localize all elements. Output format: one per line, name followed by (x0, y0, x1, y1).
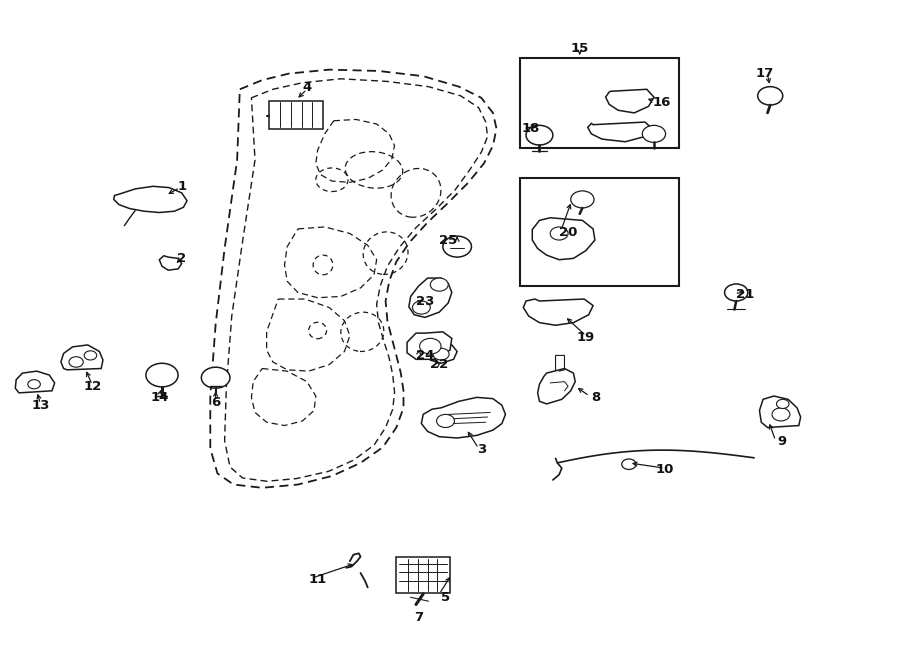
Text: 12: 12 (83, 379, 102, 393)
Text: 9: 9 (778, 436, 787, 448)
Circle shape (777, 399, 789, 408)
Circle shape (433, 348, 449, 360)
Text: 24: 24 (416, 349, 435, 362)
Circle shape (412, 301, 430, 314)
Text: 7: 7 (414, 611, 423, 624)
Circle shape (571, 191, 594, 208)
Text: 1: 1 (177, 180, 186, 193)
Circle shape (146, 364, 178, 387)
FancyBboxPatch shape (520, 178, 679, 286)
Polygon shape (159, 256, 182, 270)
Text: 21: 21 (736, 288, 754, 301)
Text: 18: 18 (522, 122, 540, 135)
Text: 10: 10 (655, 463, 674, 476)
Text: 8: 8 (591, 391, 600, 404)
Circle shape (69, 357, 84, 368)
Text: 4: 4 (302, 81, 311, 95)
Circle shape (550, 227, 568, 240)
Polygon shape (421, 397, 506, 438)
Circle shape (436, 414, 454, 428)
Text: 13: 13 (32, 399, 50, 412)
Text: 19: 19 (577, 330, 595, 344)
Circle shape (724, 284, 748, 301)
Circle shape (430, 278, 448, 292)
Polygon shape (588, 122, 652, 141)
Polygon shape (523, 299, 593, 325)
Text: 2: 2 (177, 252, 186, 265)
Text: 23: 23 (416, 295, 435, 307)
Text: 15: 15 (571, 42, 589, 55)
Polygon shape (61, 345, 103, 369)
Polygon shape (15, 371, 55, 393)
Text: 17: 17 (756, 67, 774, 80)
FancyBboxPatch shape (269, 101, 323, 129)
Text: 16: 16 (652, 96, 670, 109)
Text: 25: 25 (439, 233, 457, 247)
Circle shape (622, 459, 636, 469)
Text: 22: 22 (430, 358, 448, 371)
Polygon shape (606, 89, 654, 113)
Polygon shape (537, 369, 575, 404)
Polygon shape (425, 345, 457, 364)
FancyBboxPatch shape (396, 557, 450, 593)
Circle shape (28, 379, 40, 389)
Circle shape (643, 126, 666, 142)
Circle shape (202, 368, 230, 388)
Text: 14: 14 (150, 391, 168, 404)
Text: 11: 11 (309, 573, 327, 586)
Circle shape (85, 351, 96, 360)
Circle shape (443, 236, 472, 257)
Circle shape (419, 338, 441, 354)
Polygon shape (113, 186, 187, 213)
Text: 3: 3 (477, 444, 486, 456)
Text: 5: 5 (441, 592, 450, 604)
Circle shape (772, 408, 790, 421)
Polygon shape (532, 217, 595, 260)
Text: 20: 20 (559, 225, 578, 239)
Polygon shape (407, 332, 452, 360)
FancyBboxPatch shape (520, 58, 679, 148)
Circle shape (526, 126, 553, 145)
Polygon shape (409, 278, 452, 317)
Circle shape (758, 87, 783, 105)
Polygon shape (760, 396, 801, 428)
Text: 6: 6 (211, 396, 220, 409)
